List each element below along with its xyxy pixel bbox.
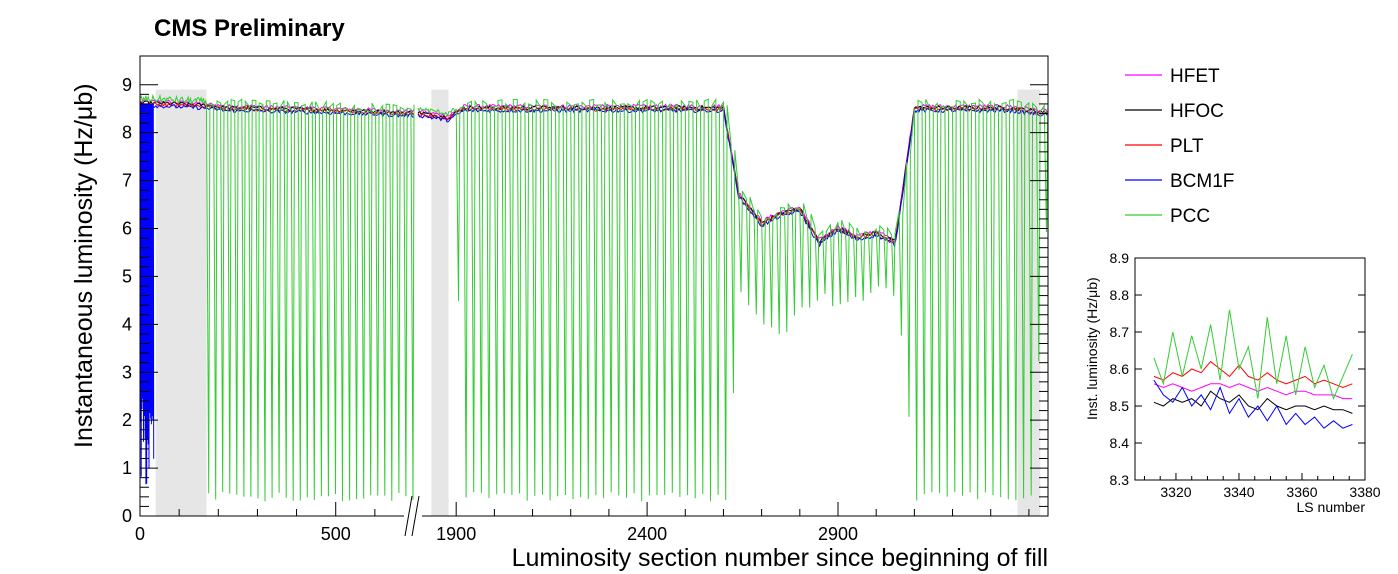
main-x-tick-label: 0 xyxy=(135,524,145,544)
inset-series-plt-line xyxy=(1153,360,1353,389)
main-y-tick-label: 9 xyxy=(122,75,132,95)
main-x-tick-label: 500 xyxy=(321,524,351,544)
main-y-tick-label: 8 xyxy=(122,123,132,143)
inset-x-tick-label: 3320 xyxy=(1160,484,1191,500)
legend-label-hfet: HFET xyxy=(1170,66,1220,87)
inset-y-tick-label: 8.5 xyxy=(1110,398,1130,414)
inset-series-hfoc-line xyxy=(1153,390,1353,414)
main-y-tick-label: 6 xyxy=(122,219,132,239)
main-y-tick-label: 2 xyxy=(122,410,132,430)
inset-x-tick-label: 3380 xyxy=(1349,484,1380,500)
inset-series-hfet-line xyxy=(1153,383,1353,400)
main-y-tick-label: 3 xyxy=(122,362,132,382)
inset-series-bcm1f-line xyxy=(1153,379,1353,429)
inset-series-group xyxy=(1153,309,1353,429)
series-bcm1f-line xyxy=(417,107,1048,249)
inset-y-axis: 8.3 8.4 8.5 8.6 8.7 8.8 8.9 xyxy=(1110,250,1365,488)
inset-y-tick-label: 8.9 xyxy=(1110,250,1130,266)
legend-label-plt: PLT xyxy=(1170,136,1204,157)
main-x-axis: 0 500 1900 2400 2900 xyxy=(135,502,1030,544)
main-y-tick-label: 4 xyxy=(122,314,132,334)
main-y-tick-label: 0 xyxy=(122,506,132,526)
axis-break-mark xyxy=(404,495,422,540)
shaded-regions xyxy=(155,89,1041,517)
inset-x-axis: 3320 3340 3360 3380 xyxy=(1143,473,1381,500)
main-y-tick-label: 1 xyxy=(122,458,132,478)
legend-label-pcc: PCC xyxy=(1170,206,1210,227)
inset-plot-background xyxy=(1135,258,1365,480)
inset-x-tick-label: 3360 xyxy=(1286,484,1317,500)
series-bcm1f-start-spikes xyxy=(139,103,155,485)
inset-y-tick-label: 8.4 xyxy=(1110,435,1130,451)
inset-y-axis-label: Inst. luminosity (Hz/μb) xyxy=(1084,277,1100,420)
main-x-tick-label: 2900 xyxy=(818,524,858,544)
series-pcc-line xyxy=(139,93,415,502)
main-series-group xyxy=(139,93,1049,502)
inset-x-axis-label: LS number xyxy=(1297,499,1366,515)
inset-y-tick-label: 8.6 xyxy=(1110,361,1130,377)
main-x-axis-label: Luminosity section number since beginnin… xyxy=(512,544,1048,572)
inset-y-tick-label: 8.8 xyxy=(1110,287,1130,303)
inset-y-tick-label: 8.7 xyxy=(1110,324,1130,340)
main-y-axis-label: Instantaneous luminosity (Hz/μb) xyxy=(70,83,98,448)
shaded-region-0 xyxy=(155,89,207,517)
legend: HFET HFOC PLT BCM1F PCC xyxy=(1125,66,1234,227)
inset-y-tick-label: 8.3 xyxy=(1110,472,1130,488)
main-y-axis: 0 1 2 3 4 5 6 7 8 9 xyxy=(122,75,1048,526)
main-y-tick-label: 5 xyxy=(122,266,132,286)
inset-x-tick-label: 3340 xyxy=(1223,484,1254,500)
legend-label-hfoc: HFOC xyxy=(1170,101,1224,122)
inset-plot: 8.3 8.4 8.5 8.6 8.7 8.8 8.9 3320 3340 3360 3380 L… xyxy=(1084,250,1381,515)
main-x-tick-label: 1900 xyxy=(436,524,476,544)
series-pcc-line xyxy=(417,97,1049,502)
main-plot: 0 1 2 3 4 5 6 7 8 9 0 500 1900 2400 2900 Luminosity s… xyxy=(70,55,1049,572)
shaded-region-1 xyxy=(431,89,449,517)
figure-header: CMS Preliminary xyxy=(154,15,345,42)
inset-series-pcc-line xyxy=(1153,309,1353,401)
legend-label-bcm1f: BCM1F xyxy=(1170,171,1234,192)
main-y-tick-label: 7 xyxy=(122,171,132,191)
main-x-tick-label: 2400 xyxy=(627,524,667,544)
